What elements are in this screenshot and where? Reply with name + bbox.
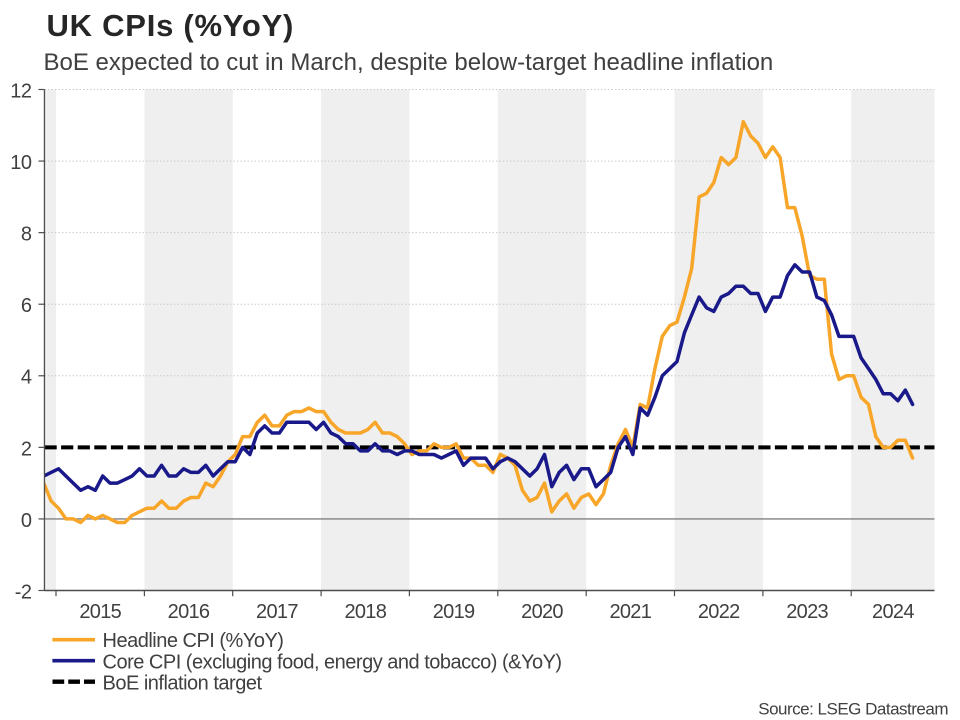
svg-text:-2: -2: [15, 581, 32, 603]
svg-text:2021: 2021: [609, 601, 651, 623]
svg-text:2017: 2017: [256, 601, 298, 623]
svg-text:2019: 2019: [433, 601, 475, 623]
svg-text:Source: LSEG Datastream: Source: LSEG Datastream: [758, 700, 948, 719]
svg-text:BoE expected to cut in March,: BoE expected to cut in March, despite be…: [44, 49, 774, 76]
svg-text:4: 4: [21, 367, 32, 389]
svg-text:2: 2: [21, 438, 32, 460]
svg-text:Headline CPI (%YoY): Headline CPI (%YoY): [103, 630, 284, 652]
svg-text:8: 8: [21, 224, 32, 246]
svg-text:12: 12: [10, 80, 32, 102]
svg-text:10: 10: [10, 152, 32, 174]
svg-text:2020: 2020: [521, 601, 563, 623]
svg-text:UK CPIs (%YoY): UK CPIs (%YoY): [47, 8, 295, 43]
svg-text:6: 6: [21, 295, 32, 317]
svg-text:2024: 2024: [872, 601, 914, 623]
svg-text:2022: 2022: [698, 601, 740, 623]
svg-text:2015: 2015: [79, 601, 121, 623]
svg-text:Core CPI (excluging food, ener: Core CPI (excluging food, energy and tob…: [103, 652, 562, 674]
svg-text:0: 0: [21, 510, 32, 532]
svg-text:BoE inflation target: BoE inflation target: [103, 673, 263, 695]
svg-text:2016: 2016: [168, 601, 210, 623]
svg-text:2018: 2018: [344, 601, 386, 623]
svg-text:2023: 2023: [786, 601, 828, 623]
